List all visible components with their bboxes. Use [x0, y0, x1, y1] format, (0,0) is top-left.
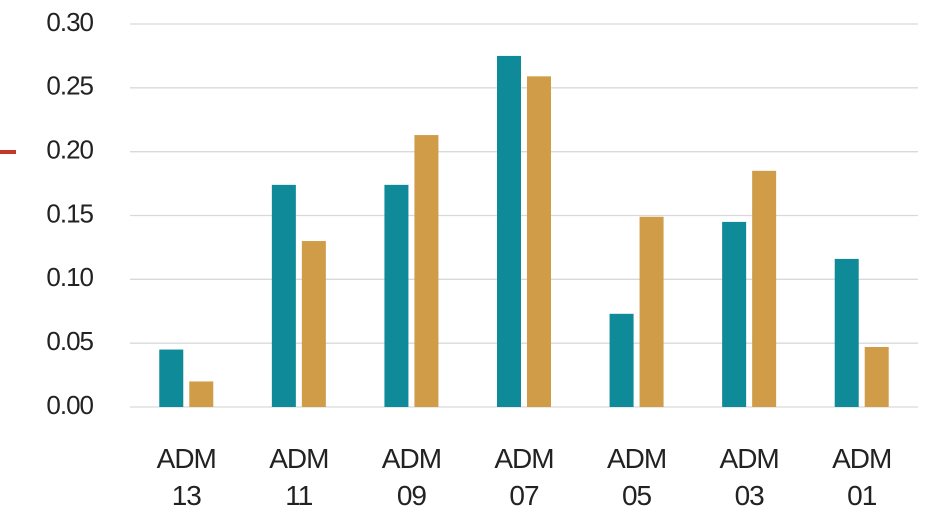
y-tick-label: 0.20 — [46, 135, 93, 165]
bar — [301, 241, 326, 407]
bar — [864, 346, 889, 407]
bar — [722, 221, 747, 407]
bar — [159, 349, 184, 407]
y-tick-label: 0.05 — [46, 326, 93, 356]
x-tick-label: ADM 13 — [156, 443, 217, 511]
bar — [834, 258, 859, 407]
side-marker — [0, 150, 16, 154]
x-tick-label: ADM 05 — [606, 443, 667, 511]
x-tick-label: ADM 11 — [269, 443, 329, 511]
bar — [609, 313, 634, 407]
bar — [639, 216, 664, 407]
y-tick-label: 0.15 — [46, 198, 93, 228]
bar — [497, 55, 521, 408]
y-tick-label: 0.30 — [46, 7, 93, 37]
bar — [189, 381, 214, 407]
bar — [384, 184, 409, 407]
x-tick-label: ADM 07 — [494, 443, 554, 511]
y-tick-label: 0.25 — [46, 71, 93, 101]
x-tick-label: ADM 03 — [719, 443, 780, 511]
bar — [752, 170, 777, 407]
x-tick-label: ADM 01 — [832, 443, 892, 511]
bar — [271, 184, 296, 407]
bar — [414, 135, 439, 407]
bar — [527, 76, 551, 408]
y-tick-label: 0.10 — [46, 262, 93, 292]
x-tick-label: ADM 09 — [381, 443, 442, 511]
y-tick-label: 0.00 — [46, 390, 93, 420]
